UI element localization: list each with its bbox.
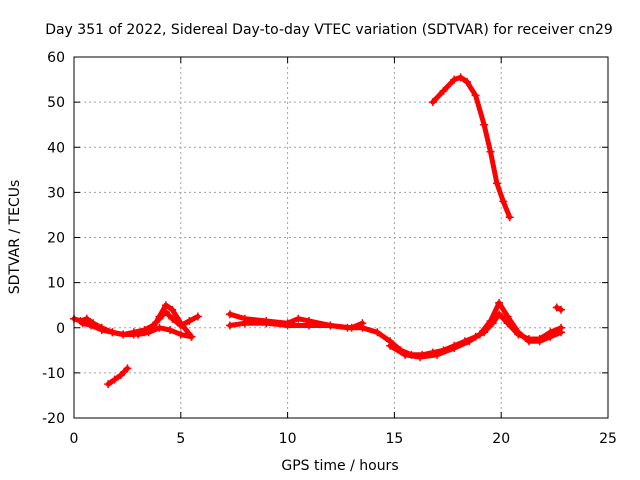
data-point-marker <box>386 341 395 350</box>
y-tick-label: 0 <box>56 321 65 337</box>
x-axis-label: GPS time / hours <box>281 458 398 474</box>
y-tick-label: 10 <box>47 276 65 292</box>
data-point-marker <box>294 314 303 323</box>
data-point-marker <box>450 344 459 353</box>
series-arc-7 <box>387 300 564 360</box>
x-tick-label: 10 <box>279 431 297 447</box>
data-point-marker <box>524 337 533 346</box>
data-point-marker <box>176 319 185 328</box>
y-axis-label: SDTVAR / TECUs <box>7 180 23 295</box>
y-tick-label: 40 <box>47 140 65 156</box>
data-point-marker <box>110 375 119 384</box>
data-point-marker <box>304 316 313 325</box>
data-point-marker <box>161 301 170 310</box>
data-point-marker <box>495 298 504 307</box>
data-point-marker <box>475 330 484 339</box>
data-point-marker <box>155 312 164 321</box>
y-tick-label: 20 <box>47 231 65 247</box>
data-point-marker <box>373 328 382 337</box>
data-point-marker <box>134 330 143 339</box>
data-point-marker <box>108 328 117 337</box>
data-point-marker <box>283 319 292 328</box>
data-point-marker <box>87 321 96 330</box>
x-tick-label: 5 <box>176 431 185 447</box>
y-tick-label: -10 <box>42 366 65 382</box>
data-point-marker <box>168 305 177 314</box>
data-point-marker <box>104 380 113 389</box>
data-point-marker <box>463 77 472 86</box>
data-point-marker <box>240 314 249 323</box>
data-point-marker <box>401 350 410 359</box>
data-point-marker <box>557 328 566 337</box>
data-point-marker <box>193 312 202 321</box>
y-tick-label: 50 <box>47 95 65 111</box>
data-point-marker <box>166 326 175 335</box>
x-tick-label: 20 <box>492 431 510 447</box>
data-point-marker <box>505 213 514 222</box>
data-point-marker <box>546 332 555 341</box>
series-arc-4 <box>105 365 130 387</box>
data-point-marker <box>358 319 367 328</box>
data-point-marker <box>262 316 271 325</box>
data-point-marker <box>176 330 185 339</box>
data-point-marker <box>465 337 474 346</box>
data-point-marker <box>514 328 523 337</box>
data-point-marker <box>433 350 442 359</box>
data-point-marker <box>326 321 335 330</box>
data-point-marker <box>450 75 459 84</box>
y-tick-label: 60 <box>47 50 65 66</box>
data-point-marker <box>535 337 544 346</box>
data-point-marker <box>480 120 489 129</box>
data-point-marker <box>416 353 425 362</box>
data-point-marker <box>185 316 194 325</box>
data-point-marker <box>82 314 91 323</box>
data-point-marker <box>116 371 125 380</box>
data-point-marker <box>492 179 501 188</box>
y-tick-label: -20 <box>42 411 65 427</box>
data-point-marker <box>557 305 566 314</box>
data-point-marker <box>225 321 234 330</box>
x-tick-label: 25 <box>599 431 617 447</box>
data-point-marker <box>187 332 196 341</box>
data-series <box>70 73 566 389</box>
data-point-marker <box>347 323 356 332</box>
data-point-marker <box>144 328 153 337</box>
data-point-marker <box>486 316 495 325</box>
data-point-marker <box>486 147 495 156</box>
x-tick-label: 15 <box>385 431 403 447</box>
data-point-marker <box>503 312 512 321</box>
data-point-marker <box>155 323 164 332</box>
data-point-marker <box>97 326 106 335</box>
data-point-marker <box>552 303 561 312</box>
x-tick-label: 0 <box>70 431 79 447</box>
data-point-marker <box>456 73 465 82</box>
data-point-marker <box>499 197 508 206</box>
data-point-marker <box>168 314 177 323</box>
data-point-marker <box>123 364 132 373</box>
data-point-marker <box>119 330 128 339</box>
data-point-marker <box>439 86 448 95</box>
axis-ticks: 0 5 10 15 20 25 -20 -10 0 10 20 30 40 50 60 <box>42 50 617 447</box>
y-tick-label: 30 <box>47 185 65 201</box>
data-point-marker <box>428 98 437 107</box>
data-point-marker <box>78 319 87 328</box>
grid-lines <box>74 57 608 418</box>
data-point-marker <box>225 310 234 319</box>
data-point-marker <box>471 91 480 100</box>
chart-title: Day 351 of 2022, Sidereal Day-to-day VTE… <box>45 22 613 38</box>
